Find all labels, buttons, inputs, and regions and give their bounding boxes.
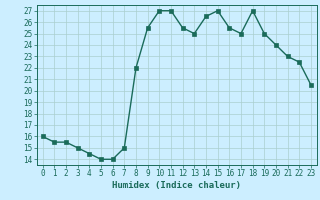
X-axis label: Humidex (Indice chaleur): Humidex (Indice chaleur) bbox=[112, 181, 241, 190]
